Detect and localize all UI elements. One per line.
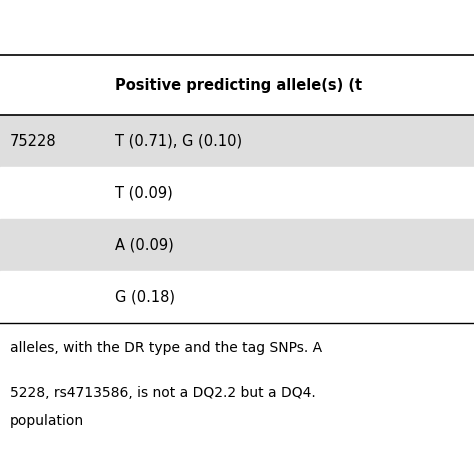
- Text: G (0.18): G (0.18): [115, 290, 175, 304]
- Text: 75228: 75228: [10, 134, 56, 148]
- Bar: [0, 271, 474, 323]
- Text: A (0.09): A (0.09): [115, 237, 174, 253]
- Text: T (0.71), G (0.10): T (0.71), G (0.10): [115, 134, 242, 148]
- Text: alleles, with the DR type and the tag SNPs. A: alleles, with the DR type and the tag SN…: [10, 341, 322, 355]
- Text: Positive predicting allele(s) (t: Positive predicting allele(s) (t: [115, 78, 362, 92]
- Bar: [0, 55, 474, 115]
- Text: population: population: [10, 414, 84, 428]
- Text: T (0.09): T (0.09): [115, 185, 173, 201]
- Bar: [0, 0, 474, 55]
- Text: 5228, rs4713586, is not a DQ2.2 but a DQ4.: 5228, rs4713586, is not a DQ2.2 but a DQ…: [10, 386, 316, 400]
- Bar: [0, 115, 474, 167]
- Bar: [0, 167, 474, 219]
- Bar: [0, 219, 474, 271]
